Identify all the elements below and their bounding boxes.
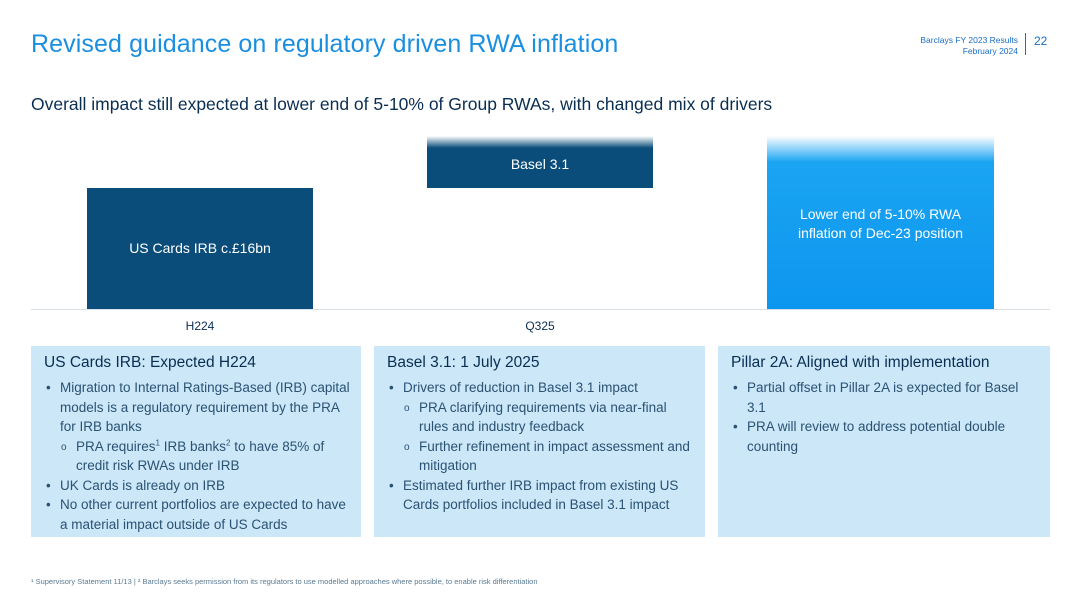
list-item: Partial offset in Pillar 2A is expected … <box>731 378 1040 417</box>
panel-title: US Cards IRB: Expected H224 <box>44 354 256 371</box>
report-date: February 2024 <box>962 46 1018 56</box>
list-item: UK Cards is already on IRB <box>44 476 351 496</box>
panel-title: Basel 3.1: 1 July 2025 <box>387 354 540 371</box>
bar-label: Basel 3.1 <box>510 155 570 172</box>
report-name: Barclays FY 2023 Results <box>920 35 1018 45</box>
bar-label: US Cards IRB c.£16bn <box>129 240 271 256</box>
list-item: Drivers of reduction in Basel 3.1 impact <box>387 378 695 398</box>
panel-pillar-2a: Pillar 2A: Aligned with implementation P… <box>718 346 1050 537</box>
bar-label: Lower end of 5-10% RWA inflation of Dec-… <box>798 205 963 241</box>
footnote: ¹ Supervisory Statement 11/13 | ² Barcla… <box>31 577 538 586</box>
bullet-list: Drivers of reduction in Basel 3.1 impact… <box>387 378 695 515</box>
page-title: Revised guidance on regulatory driven RW… <box>31 30 619 58</box>
list-subitem: Further refinement in impact assessment … <box>387 437 695 476</box>
panel-us-cards-irb: US Cards IRB: Expected H224 Migration to… <box>31 346 361 537</box>
list-item: PRA will review to address potential dou… <box>731 417 1040 456</box>
header-divider <box>1025 33 1026 55</box>
list-item: Estimated further IRB impact from existi… <box>387 476 695 515</box>
list-item: No other current portfolios are expected… <box>44 495 351 534</box>
bar-lower-end-rwa-inflation: Lower end of 5-10% RWA inflation of Dec-… <box>767 136 994 309</box>
list-subitem: PRA requires1 IRB banks2 to have 85% of … <box>44 437 351 476</box>
bar-us-cards-irb: US Cards IRB c.£16bn <box>87 188 313 309</box>
panel-basel-3-1: Basel 3.1: 1 July 2025 Drivers of reduct… <box>374 346 705 537</box>
chart-baseline <box>31 309 1050 310</box>
slide-subtitle: Overall impact still expected at lower e… <box>31 94 773 114</box>
x-label-q325: Q325 <box>525 319 555 333</box>
list-subitem: PRA clarifying requirements via near-fin… <box>387 398 695 437</box>
page-number: 22 <box>1034 34 1048 48</box>
bullet-list: Migration to Internal Ratings-Based (IRB… <box>44 378 351 534</box>
list-item: Migration to Internal Ratings-Based (IRB… <box>44 378 351 437</box>
bullet-list: Partial offset in Pillar 2A is expected … <box>731 378 1040 456</box>
report-meta: Barclays FY 2023 Results February 2024 <box>920 35 1018 57</box>
bar-basel-3-1: Basel 3.1 <box>427 136 653 188</box>
panel-title: Pillar 2A: Aligned with implementation <box>731 354 990 371</box>
x-label-h224: H224 <box>185 319 215 333</box>
